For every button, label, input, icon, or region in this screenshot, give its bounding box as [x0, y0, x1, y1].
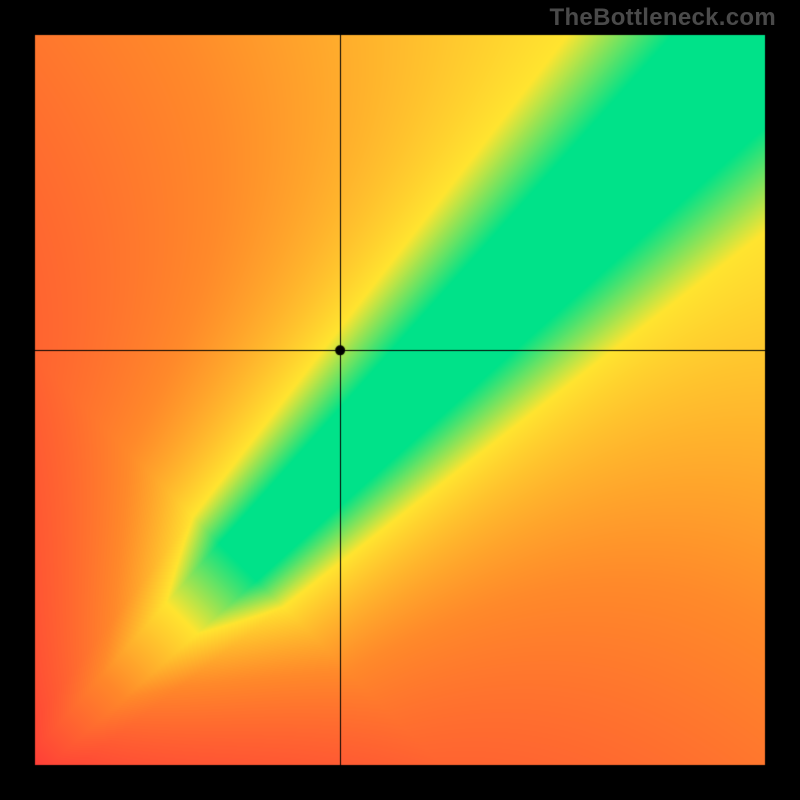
chart-container: { "watermark": { "text": "TheBottleneck.… — [0, 0, 800, 800]
bottleneck-heatmap — [0, 0, 800, 800]
watermark-text: TheBottleneck.com — [550, 4, 776, 32]
